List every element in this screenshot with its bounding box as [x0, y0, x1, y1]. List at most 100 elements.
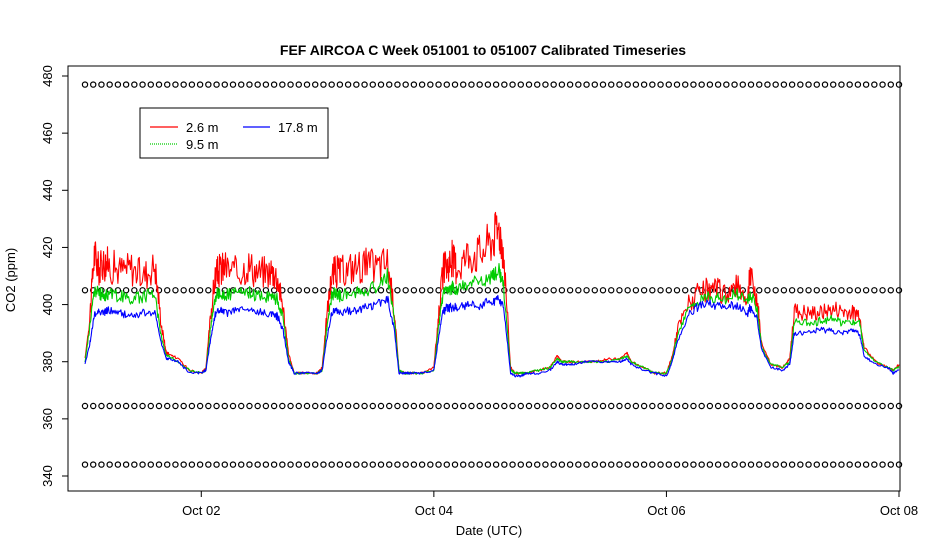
reference-point — [871, 402, 878, 410]
reference-point — [558, 81, 566, 88]
reference-point — [756, 81, 763, 88]
reference-point — [895, 81, 903, 88]
reference-point — [377, 287, 385, 294]
reference-point — [788, 461, 796, 468]
reference-point — [764, 81, 771, 88]
reference-point — [509, 81, 516, 88]
reference-point — [887, 402, 894, 410]
reference-point — [443, 402, 450, 410]
reference-point — [98, 81, 105, 88]
reference-point — [484, 287, 492, 294]
reference-point — [188, 461, 196, 468]
reference-point — [106, 402, 113, 410]
reference-point — [525, 461, 533, 468]
reference-point — [262, 81, 270, 88]
reference-point — [344, 81, 352, 88]
reference-point — [164, 461, 171, 468]
reference-point — [665, 287, 672, 294]
reference-point — [394, 287, 401, 294]
reference-point — [180, 287, 187, 294]
reference-point — [402, 402, 409, 410]
reference-point — [739, 81, 746, 88]
reference-point — [501, 81, 508, 88]
reference-point — [673, 81, 681, 88]
reference-point — [106, 461, 113, 468]
reference-point — [147, 81, 154, 88]
reference-point — [764, 287, 771, 294]
reference-point — [287, 402, 294, 410]
reference-point — [336, 461, 344, 468]
reference-point — [484, 402, 492, 410]
reference-point — [608, 81, 615, 88]
reference-point — [509, 402, 516, 410]
reference-point — [665, 461, 672, 468]
reference-point — [279, 461, 286, 468]
reference-point — [492, 287, 500, 294]
reference-point — [509, 461, 516, 468]
reference-point — [238, 81, 245, 88]
reference-point — [591, 402, 598, 410]
x-axis-label: Date (UTC) — [456, 523, 522, 538]
reference-point — [583, 287, 590, 294]
reference-point — [591, 81, 598, 88]
reference-point — [196, 81, 204, 88]
reference-point — [312, 81, 319, 88]
reference-point — [830, 402, 837, 410]
reference-point — [673, 402, 681, 410]
reference-point — [682, 461, 689, 468]
reference-point — [114, 461, 122, 468]
reference-point — [657, 402, 664, 410]
reference-point — [566, 81, 574, 88]
reference-point — [188, 81, 196, 88]
reference-point — [254, 402, 261, 410]
reference-point — [698, 402, 705, 410]
reference-point — [797, 287, 804, 294]
reference-point — [410, 287, 418, 294]
reference-point — [887, 461, 894, 468]
reference-point — [213, 81, 220, 88]
reference-point — [246, 402, 253, 410]
reference-point — [205, 287, 212, 294]
reference-point — [336, 81, 344, 88]
reference-point — [624, 402, 631, 410]
reference-point — [139, 461, 146, 468]
reference-point — [640, 461, 648, 468]
reference-point — [690, 81, 697, 88]
chart-title: FEF AIRCOA C Week 051001 to 051007 Calib… — [280, 42, 686, 58]
reference-point — [698, 81, 705, 88]
reference-point — [616, 81, 623, 88]
reference-point — [698, 461, 705, 468]
reference-point — [320, 461, 327, 468]
reference-point — [632, 287, 640, 294]
reference-point — [394, 461, 401, 468]
reference-point — [838, 461, 845, 468]
reference-point — [427, 81, 434, 88]
reference-point — [542, 287, 549, 294]
reference-point — [895, 461, 903, 468]
reference-point — [805, 461, 812, 468]
reference-point — [838, 81, 845, 88]
reference-point — [492, 402, 500, 410]
reference-point — [460, 402, 467, 410]
reference-point — [369, 81, 376, 88]
reference-point — [196, 287, 204, 294]
reference-point — [180, 461, 187, 468]
reference-point — [756, 287, 763, 294]
reference-point — [780, 402, 788, 410]
x-tick-label: Oct 04 — [415, 503, 453, 518]
reference-point — [312, 287, 319, 294]
reference-point — [98, 287, 105, 294]
reference-point — [410, 461, 418, 468]
reference-point — [336, 402, 344, 410]
reference-point — [747, 461, 755, 468]
reference-point — [328, 402, 335, 410]
reference-point — [846, 461, 853, 468]
reference-point — [797, 81, 804, 88]
reference-point — [558, 287, 566, 294]
reference-point — [731, 402, 738, 410]
reference-point — [443, 461, 450, 468]
reference-point — [517, 461, 524, 468]
reference-point — [575, 81, 582, 88]
reference-point — [492, 461, 500, 468]
